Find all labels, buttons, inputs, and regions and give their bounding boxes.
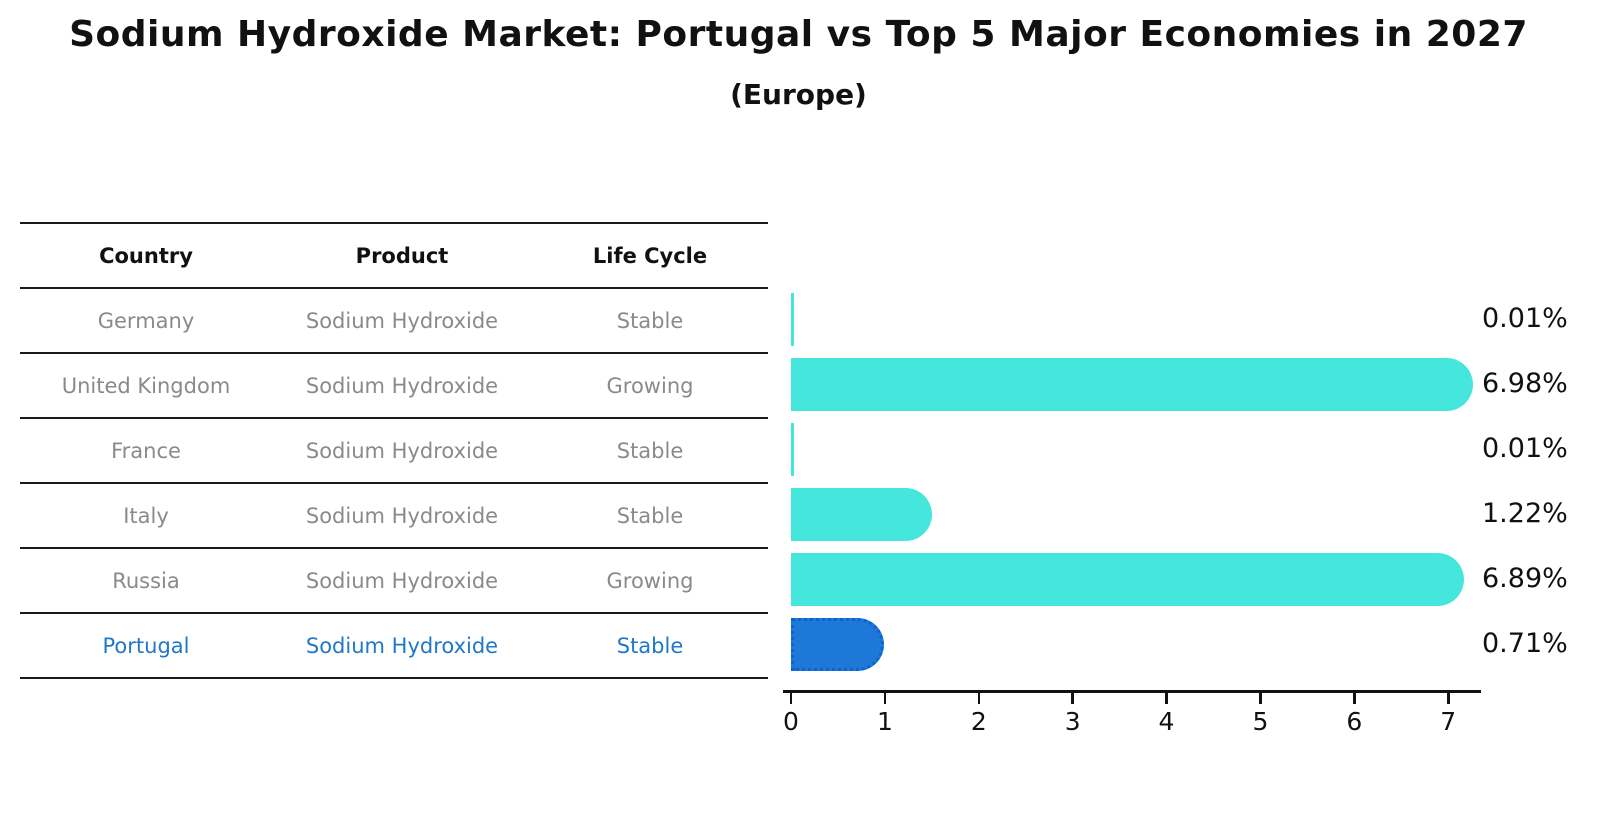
cell-product: Sodium Hydroxide: [305, 568, 499, 593]
x-axis-tick-label: 4: [1158, 707, 1175, 736]
x-axis-tick: [1353, 693, 1356, 704]
bar-france: [791, 423, 794, 476]
cell-product: Sodium Hydroxide: [305, 503, 499, 528]
cell-country: Italy: [123, 503, 169, 528]
table-row: United Kingdom Sodium Hydroxide Growing: [20, 354, 768, 419]
bar-united-kingdom: [791, 358, 1473, 411]
bar-portugal: [791, 618, 885, 671]
cell-life-cycle: Stable: [616, 503, 684, 528]
x-axis-tick-label: 0: [783, 707, 799, 736]
table-row: Portugal Sodium Hydroxide Stable: [20, 614, 768, 679]
cell-product: Sodium Hydroxide: [305, 633, 499, 658]
bar-value-label: 0.71%: [1482, 627, 1568, 659]
cell-product: Sodium Hydroxide: [305, 308, 499, 333]
bar-value-label: 6.89%: [1482, 562, 1568, 594]
cell-country: Russia: [112, 568, 180, 593]
chart-subtitle: (Europe): [730, 78, 867, 111]
cell-country: Germany: [97, 308, 195, 333]
bar-value-label: 0.01%: [1482, 302, 1568, 334]
country-table: Country Product Life Cycle Germany Sodiu…: [20, 222, 768, 679]
cell-life-cycle: Growing: [606, 568, 694, 593]
chart-title: Sodium Hydroxide Market: Portugal vs Top…: [69, 14, 1528, 55]
bar-russia: [791, 553, 1465, 606]
cell-product: Sodium Hydroxide: [305, 373, 499, 398]
table-row: Germany Sodium Hydroxide Stable: [20, 289, 768, 354]
x-axis-tick: [977, 693, 980, 704]
bar-chart: 0 1 2 3 4 5 6 7: [783, 287, 1491, 767]
x-axis-tick-label: 3: [1064, 707, 1081, 736]
x-axis-tick-label: 7: [1440, 707, 1457, 736]
cell-country: United Kingdom: [61, 373, 231, 398]
cell-life-cycle: Stable: [616, 633, 684, 658]
x-axis-tick: [1165, 693, 1168, 704]
column-header-life-cycle: Life Cycle: [592, 243, 708, 268]
cell-country: Portugal: [102, 633, 190, 658]
x-axis-tick-label: 1: [876, 707, 893, 736]
x-axis-tick: [1447, 693, 1450, 704]
cell-country: France: [111, 438, 181, 463]
cell-product: Sodium Hydroxide: [305, 438, 499, 463]
bar-germany: [791, 293, 794, 346]
x-axis-tick: [1259, 693, 1262, 704]
cell-life-cycle: Growing: [606, 373, 694, 398]
x-axis-tick: [1071, 693, 1074, 704]
x-axis-tick-label: 5: [1252, 707, 1269, 736]
bar-value-label: 1.22%: [1482, 497, 1568, 529]
table-header-row: Country Product Life Cycle: [20, 224, 768, 289]
cell-life-cycle: Stable: [616, 438, 684, 463]
table-row: Italy Sodium Hydroxide Stable: [20, 484, 768, 549]
column-header-country: Country: [99, 243, 193, 268]
x-axis-tick-label: 6: [1346, 707, 1363, 736]
x-axis-tick: [883, 693, 887, 704]
table-row: France Sodium Hydroxide Stable: [20, 419, 768, 484]
cell-life-cycle: Stable: [616, 308, 684, 333]
column-header-product: Product: [355, 243, 449, 268]
bar-value-label: 0.01%: [1482, 432, 1568, 464]
x-axis-line: [783, 690, 1481, 693]
bar-italy: [791, 488, 932, 541]
x-axis-tick: [789, 693, 793, 704]
bar-value-label: 6.98%: [1482, 367, 1568, 399]
table-row: Russia Sodium Hydroxide Growing: [20, 549, 768, 614]
x-axis-tick-label: 2: [970, 707, 987, 736]
